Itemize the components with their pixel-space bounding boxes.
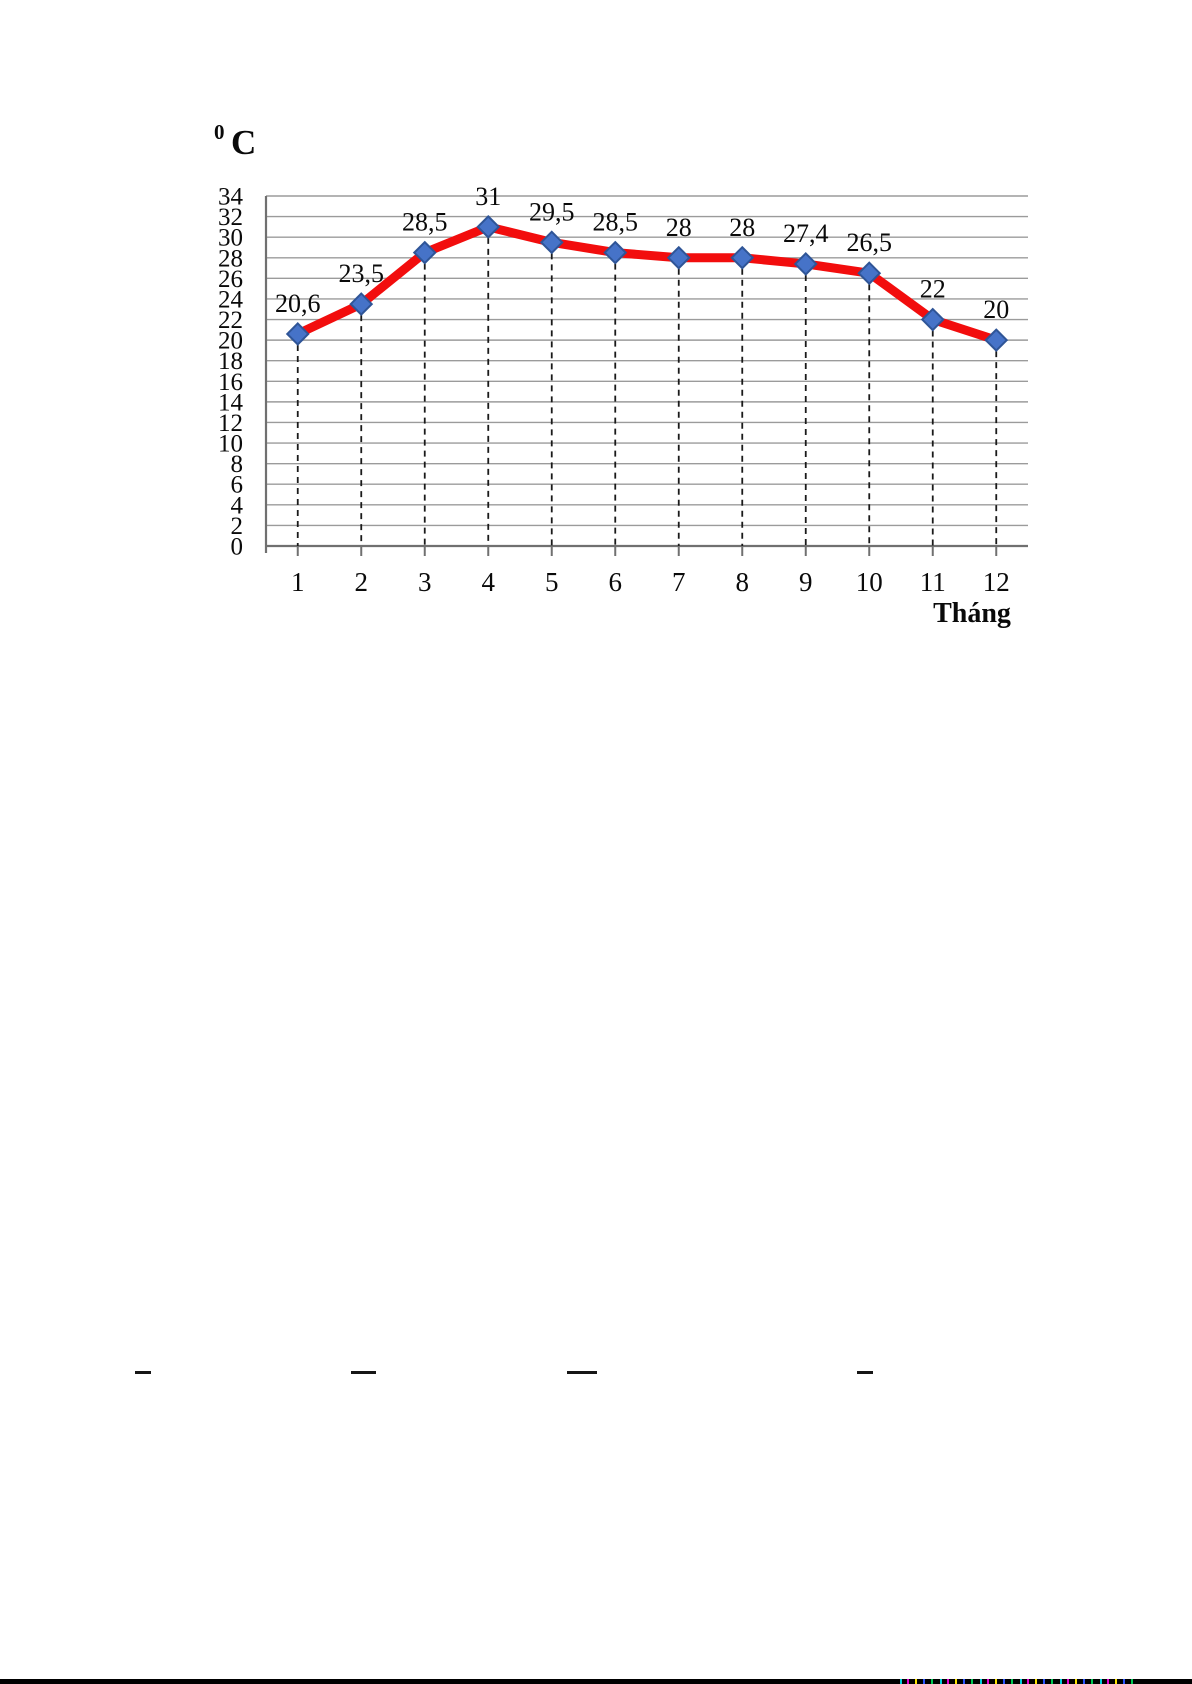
data-point-marker (539, 230, 564, 255)
y-tick-label: 16 (218, 369, 243, 396)
data-point-marker (666, 245, 691, 270)
data-point-label: 20 (983, 295, 1009, 324)
data-label-layer: 20,6 23,5 28,5 31 29,5 28,5 28 28 27,4 26,5 22 20 (275, 182, 1009, 324)
x-tick-label: 9 (799, 567, 813, 597)
y-tick-label: 8 (231, 451, 244, 478)
x-tick-label: 12 (983, 567, 1010, 597)
data-point-marker (920, 307, 945, 332)
scan-artifact-bar (0, 1679, 1192, 1684)
y-tick-label: 2 (231, 513, 244, 540)
data-point-label: 28,5 (593, 208, 639, 237)
data-point-label: 20,6 (275, 289, 321, 318)
blank-underscore (351, 1371, 376, 1374)
y-tick-label: 0 (231, 534, 244, 561)
data-point-label: 27,4 (783, 219, 829, 248)
data-point-marker (730, 245, 755, 270)
data-point-label: 26,5 (847, 228, 893, 257)
data-point-label: 28,5 (402, 208, 448, 237)
y-tick-label: 12 (218, 410, 243, 437)
series-layer (285, 214, 1009, 546)
y-tick-label: 24 (218, 286, 244, 313)
data-point-label: 23,5 (339, 259, 385, 288)
data-point-marker (412, 240, 437, 265)
series-line (293, 222, 1001, 345)
x-tick-label: 7 (672, 567, 686, 597)
data-point-label: 28 (666, 213, 692, 242)
data-point-marker (476, 214, 501, 239)
y-tick-label: 32 (218, 204, 243, 231)
y-tick-label: 26 (218, 266, 243, 293)
data-point-marker (857, 261, 882, 286)
y-tick-label: 30 (218, 225, 243, 252)
blank-underscore (567, 1371, 597, 1374)
data-point-label: 29,5 (529, 197, 575, 226)
data-point-marker (793, 252, 818, 276)
x-axis-title: Tháng (933, 598, 1011, 629)
x-tick-label: 5 (545, 567, 559, 597)
x-tick-label: 6 (609, 567, 623, 597)
x-tick-label: 10 (856, 567, 883, 597)
y-axis-unit-label: C (231, 123, 256, 162)
axis-layer: 1 2 3 4 5 6 7 8 9 10 11 12 (264, 196, 1028, 597)
y-tick-label: 20 (218, 328, 243, 355)
data-point-label: 28 (729, 213, 755, 242)
x-tick-label: 4 (482, 567, 496, 597)
y-axis-unit-superscript: 0 (214, 120, 225, 144)
data-point-marker (285, 322, 310, 346)
data-point-marker (984, 328, 1009, 353)
x-tick-label: 8 (736, 567, 750, 597)
x-tick-label: 2 (355, 567, 369, 597)
y-tick-label: 28 (218, 245, 243, 272)
y-tick-label: 6 (231, 472, 244, 499)
x-tick-label: 11 (920, 567, 946, 597)
y-tick-label: 4 (231, 492, 244, 519)
blank-underscore (135, 1371, 151, 1374)
y-tick-label: 22 (218, 307, 243, 334)
y-tick-label: 10 (218, 431, 243, 458)
x-tick-label: 1 (291, 567, 305, 597)
data-point-marker (349, 292, 374, 317)
y-tick-label: 34 (218, 184, 244, 211)
x-tick-label: 3 (418, 567, 432, 597)
data-point-label: 31 (475, 182, 501, 211)
y-tick-label: 18 (218, 348, 243, 375)
scan-noise (900, 1679, 1135, 1684)
data-point-marker (603, 240, 628, 265)
blank-underscore (857, 1371, 873, 1374)
data-point-label: 22 (920, 275, 946, 304)
y-tick-label: 14 (218, 389, 244, 416)
